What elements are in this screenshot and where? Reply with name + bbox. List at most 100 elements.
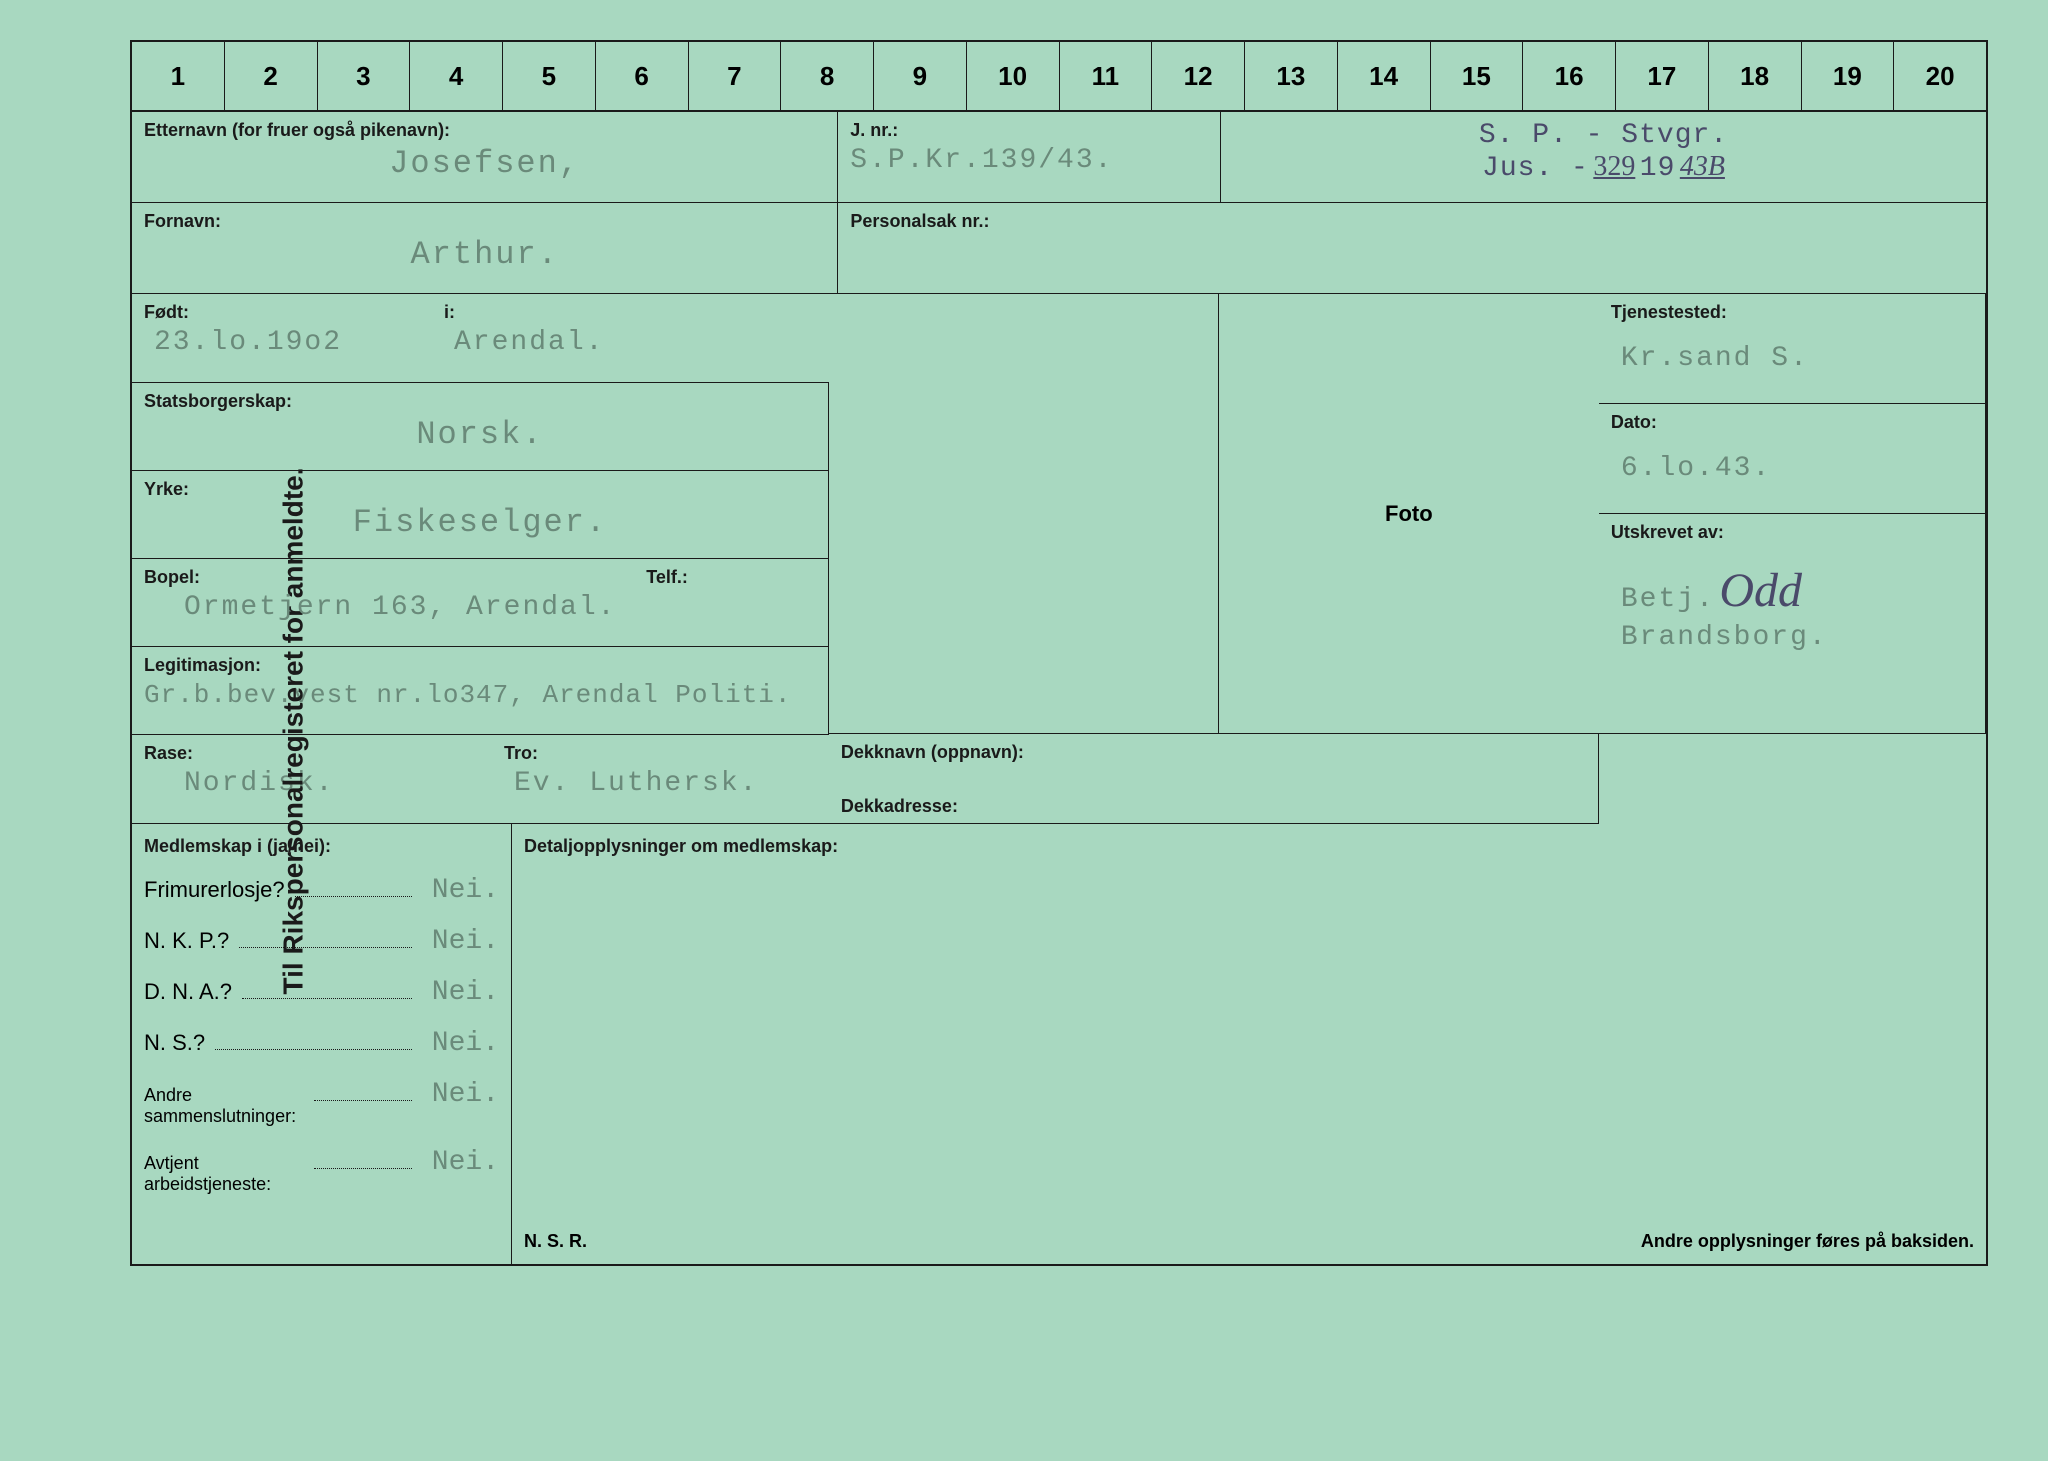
ruler-num: 8 [781, 42, 874, 110]
frimurer-label: Frimurerlosje? [144, 877, 285, 903]
jus-prefix: Jus. - [1482, 153, 1589, 184]
vertical-title: Til Rikspersonalregisteret for anmeldte. [277, 467, 309, 994]
ruler-num: 7 [689, 42, 782, 110]
membership-item: N. K. P.? Nei. [144, 924, 499, 957]
right-column: Tjenestested: Kr.sand S. Dato: 6.lo.43. … [1599, 294, 1986, 824]
fodt-i-value: Arendal. [444, 323, 817, 358]
ruler-num: 12 [1152, 42, 1245, 110]
dato-value: 6.lo.43. [1611, 433, 1973, 484]
jnr-field: J. nr.: S.P.Kr.139/43. [838, 112, 1221, 202]
ruler-num: 11 [1060, 42, 1153, 110]
dekknavn-label: Dekknavn (oppnavn): [841, 742, 1586, 763]
tro-label: Tro: [504, 743, 817, 764]
fornavn-label: Fornavn: [144, 211, 825, 232]
andre-label: Andre sammenslutninger: [144, 1085, 304, 1127]
membership-item: N. S.? Nei. [144, 1026, 499, 1059]
sp-stvgr-field: S. P. - Stvgr. Jus. - 329 19 43B [1221, 112, 1986, 202]
telf-label: Telf.: [646, 567, 688, 588]
row-surname: Etternavn (for fruer også pikenavn): Jos… [132, 112, 1986, 203]
dekkadresse-label: Dekkadresse: [841, 796, 1586, 817]
nkp-label: N. K. P.? [144, 928, 229, 954]
fodt-i-label: i: [444, 302, 817, 323]
rase-field: Rase: Nordisk. [132, 735, 492, 823]
etternavn-value: Josefsen, [144, 141, 825, 182]
ruler-num: 13 [1245, 42, 1338, 110]
etternavn-field: Etternavn (for fruer også pikenavn): Jos… [132, 112, 838, 202]
statsborgerskap-label: Statsborgerskap: [144, 391, 816, 412]
number-ruler: 1 2 3 4 5 6 7 8 9 10 11 12 13 14 15 16 1… [132, 42, 1986, 112]
tro-value: Ev. Luthersk. [504, 764, 817, 799]
fornavn-value: Arthur. [144, 232, 825, 273]
personalsak-label: Personalsak nr.: [850, 211, 1974, 232]
dekkadresse-field: Dekkadresse: [829, 788, 1599, 824]
yrke-value: Fiskeselger. [144, 500, 816, 541]
dato-label: Dato: [1611, 412, 1973, 433]
tro-field: Tro: Ev. Luthersk. [492, 735, 829, 823]
ruler-num: 2 [225, 42, 318, 110]
avtjent-label: Avtjent arbeidstjeneste: [144, 1153, 304, 1195]
registration-card: 1 2 3 4 5 6 7 8 9 10 11 12 13 14 15 16 1… [130, 40, 1988, 1266]
rase-value: Nordisk. [144, 764, 480, 799]
jus-year-suffix: 43B [1680, 151, 1725, 182]
ruler-num: 10 [967, 42, 1060, 110]
nsr-footer: N. S. R. [524, 1231, 587, 1252]
fodt-i-field: i: Arendal. [432, 294, 829, 382]
medlemskap-label: Medlemskap i (ja/nei): [144, 836, 499, 857]
avtjent-value: Nei. [412, 1147, 499, 1178]
ruler-num: 15 [1431, 42, 1524, 110]
main-block: Født: 23.lo.19o2 i: Arendal. Statsborger… [132, 294, 1986, 824]
ruler-num: 4 [410, 42, 503, 110]
statsborgerskap-field: Statsborgerskap: Norsk. [132, 383, 829, 471]
legitimasjon-value: Gr.b.bev.vest nr.lo347, Arendal Politi. [144, 676, 816, 710]
bopel-field: Bopel: Telf.: Ormetjern 163, Arendal. [132, 559, 829, 647]
ruler-num: 20 [1894, 42, 1986, 110]
ruler-num: 9 [874, 42, 967, 110]
fodt-label: Født: [144, 302, 420, 323]
legitimasjon-field: Legitimasjon: Gr.b.bev.vest nr.lo347, Ar… [132, 647, 829, 735]
ruler-num: 6 [596, 42, 689, 110]
bopel-value: Ormetjern 163, Arendal. [144, 588, 816, 623]
ruler-num: 5 [503, 42, 596, 110]
membership-right: Detaljopplysninger om medlemskap: N. S. … [512, 824, 1986, 1264]
frimurer-value: Nei. [412, 875, 499, 906]
yrke-label: Yrke: [144, 479, 816, 500]
foto-label: Foto [1385, 501, 1433, 527]
ruler-num: 16 [1523, 42, 1616, 110]
row-firstname: Fornavn: Arthur. Personalsak nr.: [132, 203, 1986, 294]
tjenestested-field: Tjenestested: Kr.sand S. [1599, 294, 1986, 404]
membership-item: Andre sammenslutninger: Nei. [144, 1077, 499, 1127]
ns-label: N. S.? [144, 1030, 205, 1056]
membership-item: D. N. A.? Nei. [144, 975, 499, 1008]
membership-section: Medlemskap i (ja/nei): Frimurerlosje? Ne… [132, 824, 1986, 1264]
ruler-num: 1 [132, 42, 225, 110]
utskrevet-value1: Betj. [1611, 580, 1715, 615]
foto-box: Foto [1219, 294, 1599, 734]
jnr-value: S.P.Kr.139/43. [850, 141, 1208, 176]
utskrevet-value2: Brandsborg. [1611, 618, 1973, 653]
fodt-field: Født: 23.lo.19o2 [132, 294, 432, 382]
utskrevet-field: Utskrevet av: Betj. Odd Brandsborg. [1599, 514, 1986, 734]
dato-field: Dato: 6.lo.43. [1599, 404, 1986, 514]
statsborgerskap-value: Norsk. [144, 412, 816, 453]
nkp-value: Nei. [412, 926, 499, 957]
personalsak-field: Personalsak nr.: [838, 203, 1986, 293]
baksiden-footer: Andre opplysninger føres på baksiden. [1641, 1231, 1974, 1252]
rase-label: Rase: [144, 743, 480, 764]
jus-number: 329 [1593, 151, 1635, 182]
jnr-label: J. nr.: [850, 120, 1208, 141]
legitimasjon-label: Legitimasjon: [144, 655, 816, 676]
utskrevet-signature: Odd [1719, 564, 1802, 617]
tjenestested-value: Kr.sand S. [1611, 323, 1973, 374]
bopel-label: Bopel: [144, 567, 200, 588]
jus-year-prefix: 19 [1640, 153, 1676, 184]
ruler-num: 14 [1338, 42, 1431, 110]
left-column: Født: 23.lo.19o2 i: Arendal. Statsborger… [132, 294, 829, 824]
dna-label: D. N. A.? [144, 979, 232, 1005]
membership-left: Medlemskap i (ja/nei): Frimurerlosje? Ne… [132, 824, 512, 1264]
sp-stvgr-header: S. P. - Stvgr. [1233, 120, 1974, 151]
membership-item: Frimurerlosje? Nei. [144, 873, 499, 906]
fornavn-field: Fornavn: Arthur. [132, 203, 838, 293]
etternavn-label: Etternavn (for fruer også pikenavn): [144, 120, 825, 141]
middle-column: Foto Dekknavn (oppnavn): Dekkadresse: [829, 294, 1599, 824]
yrke-field: Yrke: Fiskeselger. [132, 471, 829, 559]
